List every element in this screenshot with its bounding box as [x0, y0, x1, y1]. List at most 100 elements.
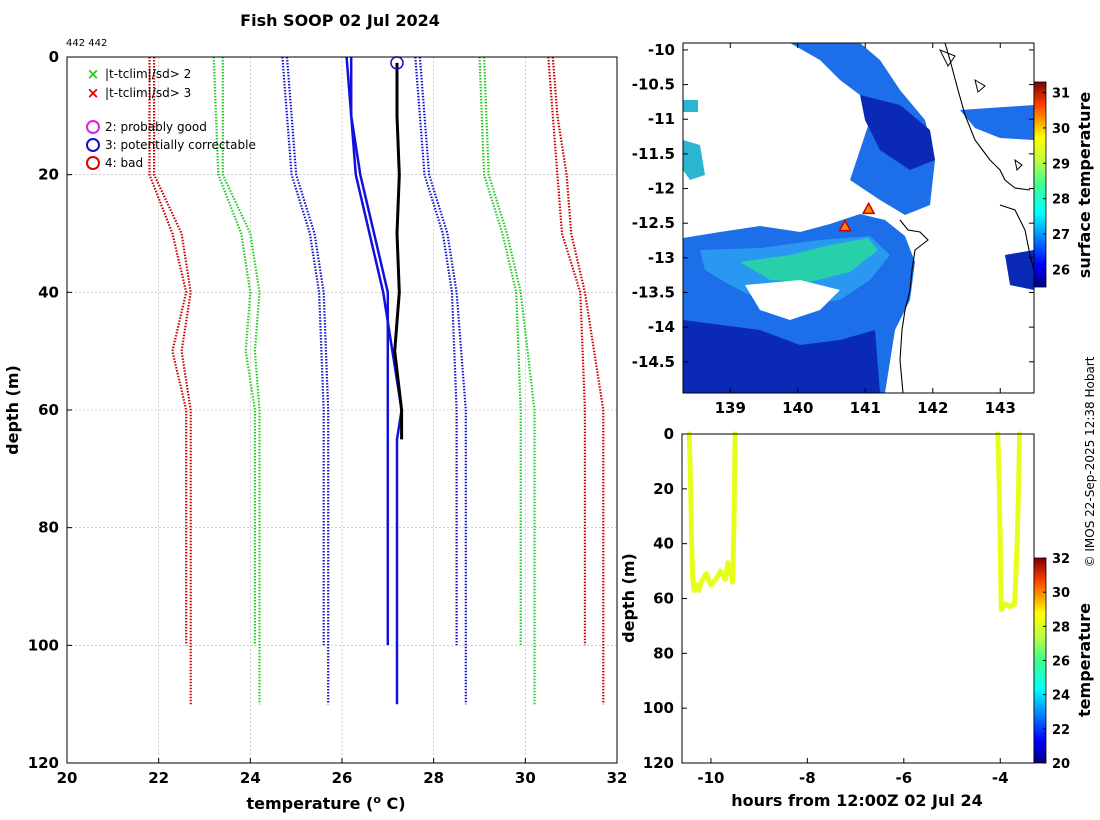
map-y-tick-label: -14.5: [632, 353, 675, 371]
depth-time-y-ticks: 0 20 40 60 80 100 120: [643, 425, 687, 772]
svg-text:3: potentially correctable: 3: potentially correctable: [105, 138, 256, 152]
profile-x-ticks: 20 22 24 26 28 30 32: [57, 758, 628, 787]
sst-field-west: [683, 140, 705, 180]
svg-text:2: probably good: 2: probably good: [105, 120, 207, 134]
series-climatology-b: [345, 56, 403, 705]
svg-text:4: bad: 4: bad: [105, 156, 143, 170]
profile-series: [148, 56, 605, 705]
series-clim-2sd-b: [221, 57, 261, 705]
legend-item-bad: 4: bad: [86, 156, 143, 170]
depth-time-plot: -10 -8 -6 -4 0 20 40 60 80 100 120 hours from 12:…: [619, 425, 1094, 810]
temperature-colorbar-tick-label: 24: [1052, 689, 1070, 704]
sst-map: 139 140 141 142 143 -10 -10.5 -11 -11.5 -12 -12.5…: [632, 41, 1094, 417]
map-y-tick-label: -10.5: [632, 76, 675, 94]
map-y-tick-label: -13: [648, 249, 675, 267]
depth-time-x-tick-label: -8: [799, 769, 816, 787]
map-y-tick-label: -12: [648, 180, 675, 198]
map-y-tick-label: -12.5: [632, 214, 675, 232]
profile-x-tick-label: 28: [423, 769, 444, 787]
profile-x-tick-label: 32: [607, 769, 628, 787]
map-colorbar-tick-label: 31: [1052, 87, 1070, 102]
profile-y-tick-label: 60: [38, 401, 59, 419]
depth-time-y-tick-label: 100: [643, 699, 674, 717]
map-x-tick-label: 141: [850, 399, 881, 417]
depth-time-points: [686, 431, 1023, 613]
depth-time-y-tick-label: 120: [643, 754, 674, 772]
x-marker-icon: ×: [87, 84, 100, 102]
map-y-ticks: -10 -10.5 -11 -11.5 -12 -12.5 -13 -13.5 -14 -14.5: [632, 41, 1034, 371]
profile-y-ticks: 0 20 40 60 80 100 120: [28, 48, 72, 772]
depth-time-y-tick-label: 20: [653, 480, 674, 498]
series-clim+3sd-b: [551, 56, 605, 705]
series-clim-3sd-b: [153, 57, 192, 705]
profile-x-tick-label: 30: [515, 769, 536, 787]
sst-field-north-deep: [860, 95, 935, 170]
sst-field-warm: [740, 238, 878, 282]
map-heatmap: [683, 43, 1034, 393]
islands: [938, 49, 1023, 172]
temperature-colorbar-tick-label: 32: [1052, 552, 1070, 567]
map-x-tick-label: 143: [985, 399, 1016, 417]
depth-time-y-tick-label: 60: [653, 590, 674, 608]
series-clim+1sd-a: [414, 56, 458, 646]
sst-field-southeast: [1005, 250, 1034, 290]
series-profile: [393, 62, 404, 440]
map-y-tick-label: -13.5: [632, 284, 675, 302]
series-clim-2sd-a: [212, 56, 256, 646]
depth-time-x-tick-label: -6: [895, 769, 912, 787]
map-x-tick-label: 142: [917, 399, 948, 417]
map-colorbar-tick-label: 30: [1052, 122, 1070, 137]
map-colorbar: [1033, 81, 1047, 288]
temperature-colorbar-tick-label: 28: [1052, 620, 1070, 635]
sst-field-north: [790, 43, 935, 215]
map-x-tick-label: 139: [715, 399, 746, 417]
series-clim+2sd-a: [478, 56, 522, 646]
profile-x-tick-label: 22: [148, 769, 169, 787]
temperature-colorbar-ticks: 20 22 24 26 28 30 32: [1043, 552, 1070, 772]
profile-subtitle: 442 442: [66, 38, 107, 49]
cloud-gap: [745, 280, 840, 320]
legend-item-potentially-correctable: 3: potentially correctable: [86, 138, 256, 152]
sst-field-east: [960, 105, 1034, 140]
coastline: [899, 43, 1034, 393]
series-climatology-a: [349, 57, 390, 646]
credit-text: © IMOS 22-Sep-2025 12:38 Hobart: [1083, 356, 1097, 567]
map-y-tick-label: -11: [648, 110, 675, 128]
map-y-tick-label: -11.5: [632, 145, 675, 163]
temperature-colorbar-tick-label: 20: [1052, 757, 1070, 772]
series-clim+1sd-b: [418, 56, 467, 705]
profile-y-tick-label: 40: [38, 283, 59, 301]
series-clim+3sd-a: [547, 56, 586, 646]
map-colorbar-tick-label: 26: [1052, 263, 1070, 278]
sst-field-deep: [683, 320, 880, 393]
series-clim-1sd-a: [281, 56, 325, 646]
depth-time-x-tick-label: -10: [697, 769, 724, 787]
depth-time-xlabel: hours from 12:00Z 02 Jul 24: [731, 791, 982, 810]
map-y-tick-label: -14: [648, 318, 675, 336]
profile-grid: [67, 57, 617, 763]
depth-time-y-tick-label: 80: [653, 644, 674, 662]
profile-plot: Fish SOOP 02 Jul 2024 442 442 20 22 24 26 28…: [3, 11, 627, 813]
map-colorbar-tick-label: 28: [1052, 193, 1070, 208]
map-colorbar-ticks: 26 27 28 29 30 31: [1043, 87, 1070, 278]
depth-time-x-ticks: -10 -8 -6 -4: [697, 758, 1009, 787]
depth-time-y-tick-label: 0: [664, 425, 674, 443]
temperature-colorbar-label: temperature: [1075, 603, 1094, 717]
series-clim-3sd-a: [148, 57, 188, 646]
sst-field-west-patch: [683, 100, 698, 112]
profile-title: Fish SOOP 02 Jul 2024: [240, 11, 440, 30]
map-x-ticks: 139 140 141 142 143: [715, 43, 1016, 417]
map-y-tick-label: -10: [648, 41, 675, 59]
series-clim+2sd-b: [483, 56, 536, 705]
depth-time-y-tick-label: 40: [653, 535, 674, 553]
map-x-tick-label: 140: [782, 399, 813, 417]
map-colorbar-tick-label: 29: [1052, 157, 1070, 172]
circle-marker-icon: [86, 156, 100, 170]
profile-x-tick-label: 20: [57, 769, 78, 787]
depth-time-ylabel: depth (m): [619, 553, 638, 643]
circle-marker-icon: [86, 120, 100, 134]
legend-item-probably-good: 2: probably good: [86, 120, 207, 134]
profile-y-tick-label: 120: [28, 754, 59, 772]
circle-marker-icon: [86, 138, 100, 152]
